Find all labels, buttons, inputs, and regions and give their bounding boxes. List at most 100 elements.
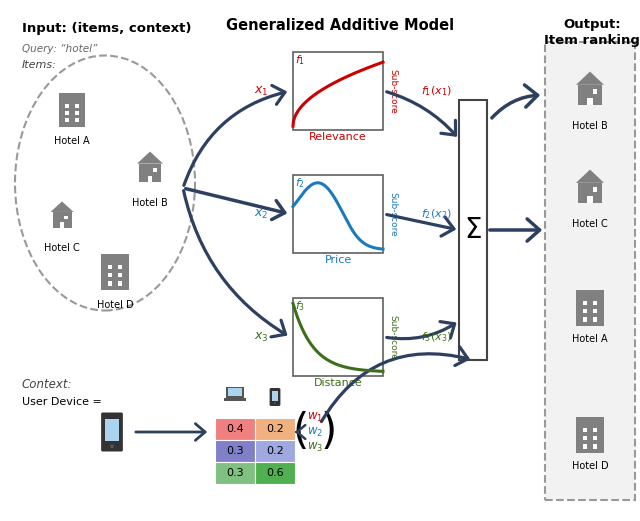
Circle shape (274, 402, 276, 404)
Bar (593, 436, 597, 440)
Bar (582, 428, 587, 432)
Bar (65, 118, 69, 122)
Text: Items:: Items: (22, 60, 57, 70)
Text: Hotel A: Hotel A (54, 136, 90, 146)
Bar (75, 111, 79, 115)
Bar (582, 444, 587, 449)
Text: 0.3: 0.3 (226, 446, 244, 456)
Text: $f_1$: $f_1$ (295, 53, 305, 67)
Text: $x_2$: $x_2$ (254, 207, 268, 220)
Bar (108, 281, 112, 286)
Bar (65, 104, 69, 108)
Text: User Device =: User Device = (22, 397, 102, 407)
Text: Context:: Context: (22, 378, 72, 391)
Bar (60, 222, 64, 228)
Bar (593, 188, 597, 192)
Bar (255, 462, 295, 484)
Circle shape (110, 444, 114, 449)
Bar (118, 281, 122, 286)
Bar (215, 440, 255, 462)
Text: 0.2: 0.2 (266, 424, 284, 434)
Bar (593, 317, 597, 321)
Text: Relevance: Relevance (309, 132, 367, 142)
Text: $f_3$: $f_3$ (295, 299, 305, 313)
Bar (215, 418, 255, 440)
Bar (459, 100, 487, 360)
Bar (65, 111, 69, 115)
Text: $w_2$: $w_2$ (307, 426, 323, 439)
Text: $x_3$: $x_3$ (253, 330, 268, 343)
Bar (593, 309, 597, 314)
Text: Hotel B: Hotel B (132, 198, 168, 208)
FancyBboxPatch shape (269, 388, 280, 406)
Bar (593, 90, 597, 94)
Text: $f_1(x_1)$: $f_1(x_1)$ (421, 84, 452, 98)
Text: $f_2(x_2)$: $f_2(x_2)$ (421, 207, 452, 221)
Polygon shape (51, 202, 74, 212)
Text: Hotel B: Hotel B (572, 121, 608, 131)
Text: $x_1$: $x_1$ (254, 84, 268, 97)
Bar (118, 265, 122, 269)
Bar (593, 301, 597, 305)
Bar (577, 417, 604, 453)
Bar (226, 387, 244, 398)
Bar (578, 85, 602, 105)
Bar (228, 389, 242, 396)
Bar (578, 183, 602, 203)
Bar (215, 462, 255, 484)
Text: Σ: Σ (464, 216, 482, 244)
Text: (: ( (292, 411, 309, 453)
Polygon shape (137, 152, 163, 164)
Text: Hotel C: Hotel C (572, 219, 608, 229)
Bar (60, 93, 84, 127)
Text: Output:: Output: (563, 18, 621, 31)
Bar (582, 317, 587, 321)
Text: Price: Price (324, 255, 351, 265)
Text: Sub-score: Sub-score (388, 192, 397, 237)
Bar (582, 301, 587, 305)
Text: Query: “hotel”: Query: “hotel” (22, 44, 97, 54)
Bar (75, 118, 79, 122)
Text: 0.6: 0.6 (266, 468, 284, 478)
Text: Hotel A: Hotel A (572, 334, 608, 344)
Text: Hotel C: Hotel C (44, 243, 80, 253)
Text: Sub-score: Sub-score (388, 69, 397, 114)
Text: 0.3: 0.3 (226, 468, 244, 478)
Text: $f_3(x_3)$: $f_3(x_3)$ (421, 330, 452, 344)
Bar (101, 254, 129, 290)
Bar (75, 104, 79, 108)
Bar (255, 440, 295, 462)
Bar (148, 176, 152, 182)
Text: ): ) (321, 411, 337, 453)
Bar (293, 175, 383, 253)
Bar (64, 216, 68, 219)
Text: $w_1$: $w_1$ (307, 411, 323, 424)
Bar (108, 265, 112, 269)
Bar (577, 290, 604, 326)
Text: 0.2: 0.2 (266, 446, 284, 456)
FancyBboxPatch shape (545, 42, 635, 500)
Text: Generalized Additive Model: Generalized Additive Model (226, 18, 454, 33)
Bar (593, 444, 597, 449)
Bar (224, 398, 246, 401)
Bar (152, 168, 157, 172)
Text: Hotel D: Hotel D (97, 300, 133, 310)
Text: Sub-score: Sub-score (388, 315, 397, 359)
Bar (593, 428, 597, 432)
Polygon shape (576, 71, 604, 85)
Text: Item ranking: Item ranking (544, 34, 640, 47)
Bar (255, 418, 295, 440)
Bar (293, 52, 383, 130)
Bar (105, 419, 119, 441)
Bar (118, 273, 122, 278)
Bar (588, 98, 593, 105)
Text: Hotel D: Hotel D (572, 461, 608, 471)
Bar (582, 309, 587, 314)
Bar (52, 212, 72, 228)
Text: 0.4: 0.4 (226, 424, 244, 434)
Bar (108, 273, 112, 278)
Bar (272, 391, 278, 401)
Bar (139, 164, 161, 182)
Text: Input: (items, context): Input: (items, context) (22, 22, 192, 35)
Polygon shape (576, 170, 604, 183)
